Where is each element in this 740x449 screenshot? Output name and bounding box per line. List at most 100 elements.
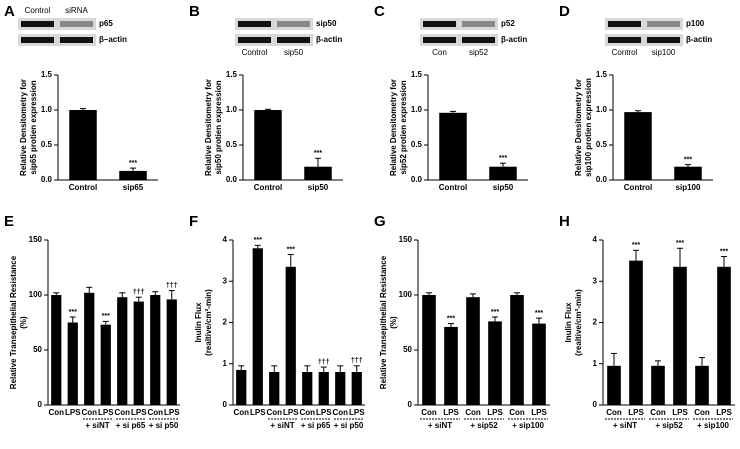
blot-band (423, 21, 456, 27)
group-label: + sip52 (655, 421, 683, 430)
bar (100, 324, 111, 405)
blot-lane-label: sip100 (652, 48, 676, 57)
blot-row-label: sip50 (316, 19, 337, 28)
x-tick-label: sip50 (493, 183, 514, 192)
y-axis-label: (%) (19, 316, 28, 329)
y-axis-label: sip100 protien expression (584, 78, 593, 177)
x-tick-label: Con (266, 408, 282, 417)
y-tick-label: 2 (223, 318, 228, 327)
bar (119, 170, 147, 180)
y-tick-label: 0.0 (226, 175, 238, 184)
panel-letter: H (559, 213, 570, 230)
y-tick-label: 4 (593, 235, 598, 244)
bar (444, 326, 458, 405)
y-axis-label: sip65 protien expression (29, 80, 38, 174)
x-tick-label: Con (509, 408, 525, 417)
x-tick-label: LPS (131, 408, 147, 417)
x-tick-label: Con (465, 408, 481, 417)
blot-row-label: p100 (686, 19, 705, 28)
y-tick-label: 150 (29, 235, 43, 244)
significance: ††† (166, 282, 178, 289)
y-tick-label: 3 (593, 276, 598, 285)
panel-letter: B (189, 3, 200, 20)
bar (607, 365, 621, 405)
y-axis-label: (realtive/cm²-min) (204, 289, 213, 356)
blot-band (647, 37, 680, 43)
y-tick-label: 0.5 (41, 140, 53, 149)
panel-letter: C (374, 3, 385, 20)
significance: *** (491, 309, 499, 316)
blot-band (608, 21, 641, 27)
significance: *** (102, 313, 110, 320)
group-label: + si p65 (116, 421, 146, 430)
x-tick-label: Con (299, 408, 315, 417)
y-tick-label: 100 (399, 290, 413, 299)
x-tick-label: Con (332, 408, 348, 417)
x-tick-label: LPS (164, 408, 180, 417)
x-tick-label: sip100 (676, 183, 701, 192)
y-axis-label: (%) (389, 316, 398, 329)
blot-band (277, 21, 310, 27)
y-tick-label: 150 (399, 235, 413, 244)
x-tick-label: sip65 (123, 183, 144, 192)
y-axis-label: Relative Densitometry for (204, 79, 213, 176)
y-axis-label: Relative Densitometry for (574, 79, 583, 176)
significance: ††† (351, 358, 363, 365)
significance: ††† (318, 359, 330, 366)
group-label: + si p50 (149, 421, 179, 430)
x-tick-label: Control (254, 183, 282, 192)
y-axis-label: sip50 protien expression (214, 80, 223, 174)
y-axis-label: Inulin Flux (194, 302, 203, 343)
blot-lane-label: Control (25, 6, 51, 15)
blot-row-label: β-actin (501, 35, 527, 44)
x-tick-label: Con (694, 408, 710, 417)
y-tick-label: 1.0 (41, 105, 53, 114)
blot-band (277, 37, 310, 43)
panel-letter: D (559, 3, 570, 20)
y-tick-label: 2 (593, 318, 598, 327)
x-tick-label: Con (233, 408, 249, 417)
bar (695, 365, 709, 405)
x-tick-label: LPS (349, 408, 365, 417)
y-tick-label: 0.5 (226, 140, 238, 149)
bar (335, 372, 346, 405)
bar (84, 292, 95, 405)
y-tick-label: 0.5 (411, 140, 423, 149)
x-tick-label: Con (48, 408, 64, 417)
blot-band (60, 37, 93, 43)
group-label: + sip52 (470, 421, 498, 430)
x-tick-label: LPS (487, 408, 503, 417)
blot-row-label: p52 (501, 19, 515, 28)
blot-row-label: p65 (99, 19, 113, 28)
group-label: + siNT (428, 421, 452, 430)
y-axis-label: sip52 protien expression (399, 80, 408, 174)
blot-lane-label: sip50 (284, 48, 304, 57)
blot-row-label: β-actin (686, 35, 712, 44)
blot-band (462, 21, 495, 27)
x-tick-label: LPS (531, 408, 547, 417)
y-axis-label: Relative Densitometry for (389, 79, 398, 176)
y-tick-label: 0 (408, 400, 413, 409)
x-tick-label: LPS (716, 408, 732, 417)
bar (439, 112, 467, 180)
blot-lane-label: Control (242, 48, 268, 57)
x-tick-label: LPS (443, 408, 459, 417)
x-tick-label: LPS (98, 408, 114, 417)
blot-band (462, 37, 495, 43)
blot-band (238, 37, 271, 43)
y-tick-label: 1.5 (226, 70, 238, 79)
group-label: + siNT (270, 421, 294, 430)
y-tick-label: 1.0 (226, 105, 238, 114)
bar (51, 295, 62, 405)
bar (133, 301, 144, 405)
significance: *** (69, 309, 77, 316)
y-axis-label: Relative Transepithelial Resistance (379, 255, 388, 389)
bar (673, 266, 687, 405)
significance: ††† (133, 289, 145, 296)
blot-lane-label: Con (432, 48, 447, 57)
significance: *** (720, 248, 728, 255)
group-label: + siNT (613, 421, 637, 430)
x-tick-label: LPS (672, 408, 688, 417)
